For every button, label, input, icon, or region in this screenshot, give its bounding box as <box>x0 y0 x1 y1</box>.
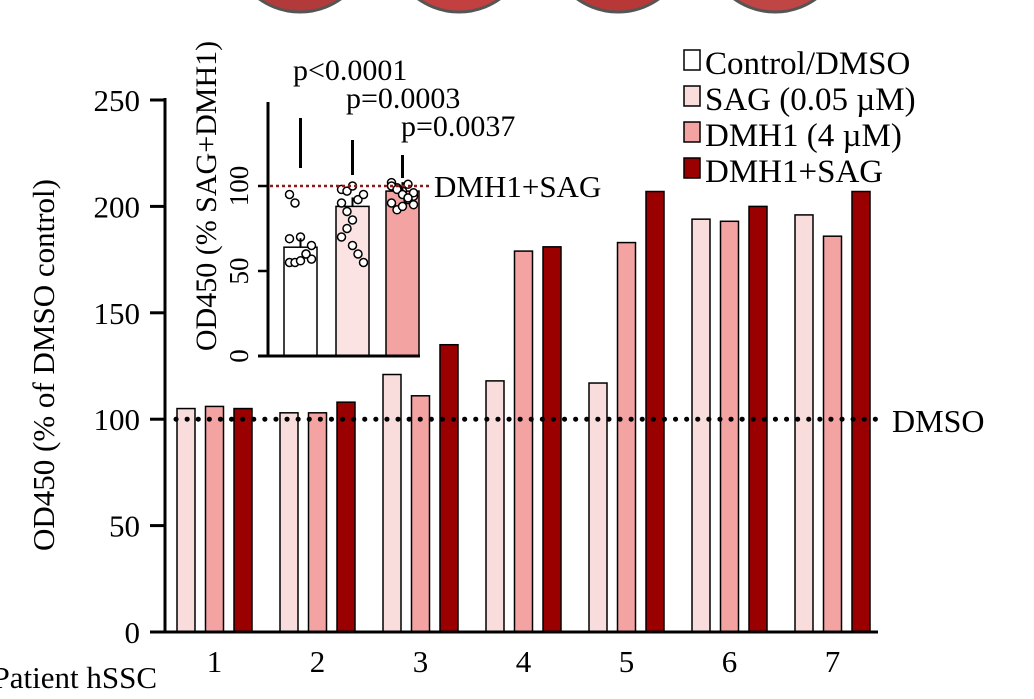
inset-data-point <box>306 240 317 251</box>
bar-dmh1-sag-patient-3 <box>439 343 459 633</box>
inset-y-tick-label: 50 <box>224 258 254 285</box>
main-y-axis-label: OD450 (% of DMSO control) <box>26 179 61 551</box>
inset-data-point <box>347 215 358 225</box>
bar-dmh1-sag-patient-4 <box>542 246 562 633</box>
main-x-tick-label: 7 <box>825 644 841 679</box>
bar-dmh1-patient-2 <box>307 412 328 633</box>
inset-chart: DMH1+SAG 0 50 100 p<0.0001p=0.0003p=0.0037… <box>190 41 601 363</box>
inset-y-tick-label: 0 <box>224 349 254 363</box>
inset-data-point <box>342 206 352 217</box>
bar-dmh1-patient-1 <box>204 405 225 633</box>
inset-y-axis-label: OD450 (% SAG+DMH1) <box>190 41 223 351</box>
main-y-tick-label: 100 <box>94 402 141 437</box>
legend-swatch <box>683 85 701 107</box>
main-y-tick-label: 0 <box>125 615 141 650</box>
bar-dmh1-patient-4 <box>513 250 534 633</box>
main-x-tick-label: 2 <box>310 644 326 679</box>
dmso-reference-label: DMSO <box>892 403 984 439</box>
inset-points <box>284 177 419 268</box>
main-x-tick-label: 3 <box>413 644 429 679</box>
inset-data-point <box>284 233 295 244</box>
bar-sag-patient-3 <box>382 373 402 633</box>
inset-data-point <box>284 189 295 200</box>
bar-sag-patient-1 <box>176 407 196 633</box>
main-y-tick-label: 250 <box>94 83 141 118</box>
culture-well-images <box>258 0 817 14</box>
inset-data-point <box>336 198 347 208</box>
main-x-ticks: 1 2 3 4 5 6 7 <box>207 644 841 679</box>
inset-p-value: p=0.0037 <box>401 110 515 143</box>
main-x-tick-label: 1 <box>207 644 223 679</box>
inset-p-value: p=0.0003 <box>346 82 460 115</box>
main-y-tick-label: 150 <box>94 296 141 331</box>
legend-label: SAG (0.05 µM) <box>705 82 916 118</box>
inset-y-tick-label: 100 <box>224 166 254 207</box>
bar-dmh1-sag-patient-5 <box>645 190 665 633</box>
inset-data-point <box>336 232 347 242</box>
legend-label: DMH1 (4 µM) <box>705 118 902 154</box>
bar-dmh1-patient-5 <box>616 241 637 633</box>
bar-dmh1-sag-patient-1 <box>233 407 253 633</box>
main-chart: 0 50 100 150 200 250 1 2 3 4 5 6 7 DMSO OD450 (% of… <box>0 83 984 695</box>
main-x-axis-label: Patient hSSC <box>0 660 157 695</box>
inset-data-point <box>295 256 306 266</box>
legend-label: DMH1+SAG <box>705 154 883 190</box>
main-x-tick-label: 5 <box>619 644 635 679</box>
legend-swatch <box>683 49 701 71</box>
inset-data-point <box>358 189 369 200</box>
main-y-ticks: 0 50 100 150 200 250 <box>94 83 165 650</box>
inset-data-point <box>408 199 419 210</box>
inset-p-value: p<0.0001 <box>293 54 407 87</box>
main-x-tick-label: 6 <box>722 644 738 679</box>
inset-data-point <box>386 198 397 208</box>
legend-swatch <box>683 121 701 143</box>
inset-y-ticks: 0 50 100 <box>224 166 268 363</box>
bar-sag-patient-2 <box>279 412 299 633</box>
main-y-tick-label: 200 <box>94 189 141 224</box>
inset-bar-3 <box>385 190 420 357</box>
inset-reference-label: DMH1+SAG <box>434 169 601 204</box>
inset-data-point <box>397 201 408 212</box>
bar-dmh1-patient-6 <box>719 220 740 633</box>
bar-dmh1-sag-patient-2 <box>336 401 356 633</box>
inset-data-point <box>342 223 352 234</box>
inset-data-point <box>290 198 300 208</box>
inset-data-point <box>347 240 358 251</box>
inset-data-point <box>358 257 369 268</box>
inset-data-point <box>301 249 311 259</box>
inset-bar-2 <box>335 205 370 357</box>
main-bars <box>176 190 871 633</box>
main-y-tick-label: 50 <box>109 509 140 544</box>
inset-data-point <box>353 249 363 259</box>
inset-data-point <box>403 193 413 203</box>
legend-swatch <box>683 157 701 179</box>
legend-label: Control/DMSO <box>705 46 910 82</box>
bar-dmh1-patient-3 <box>410 395 431 633</box>
bar-sag-patient-6 <box>691 218 711 633</box>
bar-dmh1-patient-7 <box>822 235 843 633</box>
main-x-tick-label: 4 <box>516 644 532 679</box>
bar-dmh1-sag-patient-7 <box>851 190 871 633</box>
bar-sag-patient-7 <box>794 214 814 633</box>
